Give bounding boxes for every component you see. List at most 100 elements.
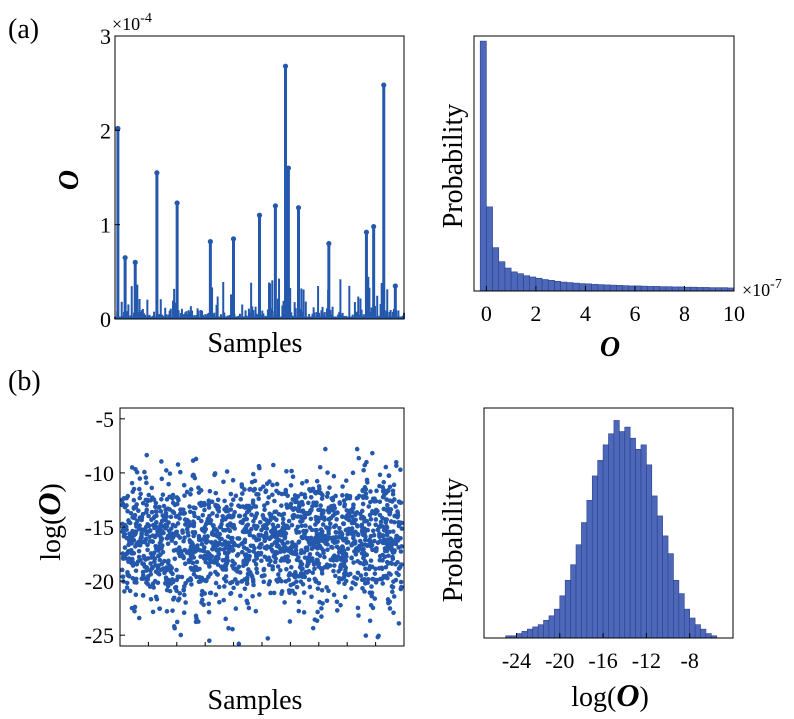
scatter-point xyxy=(222,539,228,544)
scatter-point xyxy=(156,553,161,559)
scatter-point xyxy=(201,556,207,561)
scatter-point xyxy=(164,536,170,541)
scatter-point xyxy=(326,588,331,594)
scatter-point xyxy=(178,632,184,638)
scatter-point xyxy=(202,529,207,534)
scatter-point xyxy=(134,469,140,475)
scatter-point xyxy=(198,503,204,508)
scatter-point xyxy=(363,566,368,572)
scatter-point xyxy=(244,581,250,587)
scatter-point xyxy=(170,579,176,585)
panel-b-scatter-points xyxy=(119,446,405,647)
scatter-point xyxy=(259,573,265,579)
scatter-point xyxy=(230,539,235,545)
scatter-point xyxy=(239,549,245,555)
scatter-point xyxy=(214,547,219,553)
scatter-point xyxy=(207,488,213,494)
scatter-point xyxy=(296,555,301,560)
scatter-point xyxy=(162,558,167,564)
scatter-point xyxy=(298,550,304,556)
histogram-bar xyxy=(529,276,537,292)
scatter-point xyxy=(335,554,341,559)
scatter-point xyxy=(142,576,147,581)
scatter-point xyxy=(350,505,356,511)
histogram-bar xyxy=(543,619,550,639)
spike-marker xyxy=(230,236,237,242)
scatter-point xyxy=(275,550,280,556)
scatter-point xyxy=(227,528,233,534)
scatter-point xyxy=(253,504,259,509)
scatter-point xyxy=(194,574,199,580)
scatter-point xyxy=(292,506,298,511)
scatter-point xyxy=(322,536,328,542)
scatter-point xyxy=(286,573,292,578)
scatter-point xyxy=(364,495,369,501)
scatter-point xyxy=(120,501,126,507)
scatter-point xyxy=(217,599,222,605)
scatter-point xyxy=(160,513,166,518)
scatter-point xyxy=(358,515,364,521)
scatter-point xyxy=(392,513,397,519)
scatter-point xyxy=(317,464,323,470)
scatter-point xyxy=(325,490,330,496)
scatter-point xyxy=(231,585,236,591)
histogram-bar xyxy=(696,287,704,292)
scatter-point xyxy=(226,549,231,555)
scatter-point xyxy=(288,564,294,570)
scatter-point xyxy=(381,479,387,485)
scatter-point xyxy=(366,504,372,509)
scatter-point xyxy=(154,513,159,519)
histogram-bar xyxy=(602,444,609,639)
scatter-point xyxy=(199,588,205,594)
scatter-point xyxy=(388,560,394,566)
scatter-point xyxy=(156,548,161,553)
scatter-point xyxy=(193,456,199,462)
scatter-point xyxy=(121,534,127,539)
scatter-point xyxy=(153,533,158,538)
histogram-bar xyxy=(683,608,690,639)
scatter-point xyxy=(377,533,383,539)
scatter-point xyxy=(319,496,325,501)
scatter-point xyxy=(189,582,194,587)
scatter-point xyxy=(307,551,313,557)
scatter-point xyxy=(205,519,210,524)
scatter-point xyxy=(354,446,360,452)
scatter-point xyxy=(149,485,155,491)
histogram-bar xyxy=(560,281,568,292)
scatter-point xyxy=(188,553,194,559)
scatter-point xyxy=(376,633,381,639)
histogram-bar xyxy=(656,515,663,639)
scatter-point xyxy=(209,499,215,505)
scatter-point xyxy=(191,522,196,527)
spike-marker xyxy=(295,205,302,211)
scatter-point xyxy=(178,469,183,475)
x-tick-label: -24 xyxy=(502,648,531,673)
scatter-point xyxy=(361,467,366,473)
scatter-point xyxy=(319,546,324,551)
scatter-point xyxy=(164,514,169,519)
y-tick-label: -15 xyxy=(85,515,114,540)
scatter-point xyxy=(147,584,153,589)
scatter-point xyxy=(132,512,138,518)
scatter-point xyxy=(230,547,236,553)
panel-a-left-frame xyxy=(114,35,405,320)
histogram-bar xyxy=(640,444,647,639)
scatter-point xyxy=(159,476,165,482)
scatter-point xyxy=(170,500,176,506)
scatter-point xyxy=(199,541,205,547)
scatter-point xyxy=(136,615,142,621)
scatter-point xyxy=(383,464,389,470)
scatter-point xyxy=(261,579,267,585)
scatter-point xyxy=(222,557,228,563)
scatter-point xyxy=(130,550,135,556)
scatter-point xyxy=(313,527,318,533)
scatter-point xyxy=(177,591,183,596)
scatter-point xyxy=(240,491,245,496)
scatter-point xyxy=(355,545,360,551)
scatter-point xyxy=(353,581,358,587)
scatter-point xyxy=(386,473,392,478)
scatter-point xyxy=(276,572,281,577)
scatter-point xyxy=(312,617,318,622)
scatter-point xyxy=(349,542,354,548)
histogram-bar xyxy=(591,475,598,639)
